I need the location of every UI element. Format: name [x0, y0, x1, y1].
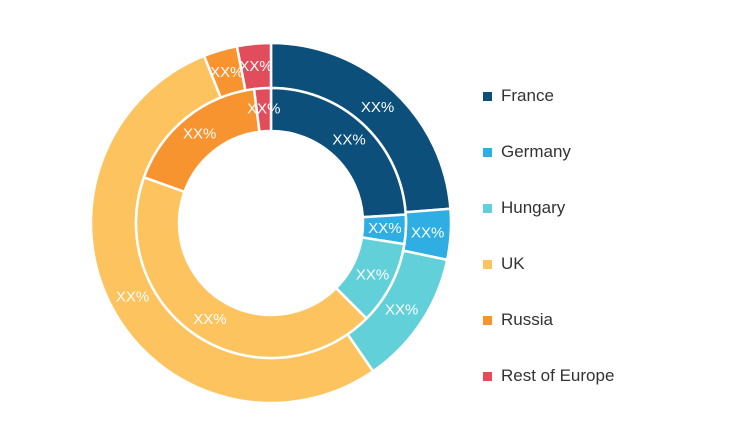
outer-slice-label-france: XX% [361, 99, 394, 116]
inner-slice-label-germany: XX% [368, 220, 401, 237]
slice-labels: XX%XX%XX%XX%XX%XX%XX%XX%XX%XX%XX%XX% [116, 58, 444, 328]
legend-label-hungary: Hungary [501, 198, 566, 217]
inner-slice-label-russia: XX% [183, 126, 216, 143]
inner-slice-rest-of-europe [252, 86, 273, 134]
legend-swatch-hungary [483, 203, 492, 213]
inner-ring [134, 86, 408, 360]
legend-label-rest-of-europe: Rest of Europe [501, 366, 615, 385]
legend-label-germany: Germany [501, 142, 571, 161]
legend-item-germany: Germany [483, 124, 614, 180]
legend-item-russia: Russia [483, 292, 614, 348]
legend-swatch-russia [483, 315, 492, 325]
legend-swatch-rest-of-europe [483, 371, 492, 381]
outer-slice-label-germany: XX% [411, 224, 444, 241]
legend-label-france: France [501, 86, 554, 105]
inner-slice-uk [134, 175, 369, 360]
outer-slice-label-uk: XX% [116, 289, 149, 306]
legend-item-hungary: Hungary [483, 180, 614, 236]
legend-item-rest-of-europe: Rest of Europe [483, 348, 614, 404]
outer-slice-label-hungary: XX% [385, 301, 418, 318]
inner-slice-label-uk: XX% [193, 311, 226, 328]
legend-item-uk: UK [483, 236, 614, 292]
legend-swatch-germany [483, 147, 492, 157]
inner-slice-label-rest-of-europe: XX% [247, 101, 280, 118]
outer-slice-label-rest-of-europe: XX% [239, 58, 272, 75]
inner-slice-label-france: XX% [332, 131, 365, 148]
legend-item-france: France [483, 68, 614, 124]
legend-swatch-uk [483, 259, 492, 269]
legend: France Germany Hungary UK Russia Rest of… [483, 68, 614, 404]
inner-slice-label-hungary: XX% [356, 266, 389, 283]
legend-label-uk: UK [501, 254, 525, 273]
legend-swatch-france [483, 91, 492, 101]
outer-slice-label-russia: XX% [210, 64, 243, 81]
legend-label-russia: Russia [501, 310, 553, 329]
